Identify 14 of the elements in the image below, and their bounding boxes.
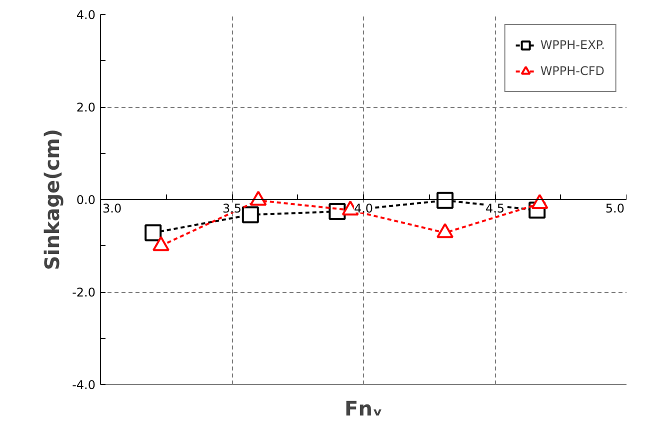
x-tick-label: 5.0 [605,202,625,216]
y-tick-label: 2.0 [76,100,96,114]
x-tick-label: 4.0 [354,202,374,216]
legend-label: WPPH-CFD [540,64,605,78]
y-axis-title: Sinkage(cm) [40,128,64,270]
legend-label: WPPH-EXP. [540,38,605,52]
y-tick-label: -4.0 [72,378,96,392]
x-tick-label: 3.0 [102,202,122,216]
x-tick-label: 3.5 [222,202,242,216]
x-axis-title: Fnᵥ [344,396,382,420]
x-tick-label: 4.5 [485,202,505,216]
y-tick-label: 4.0 [76,8,96,22]
y-tick-label: 0.0 [76,193,96,207]
y-tick-label: -2.0 [72,286,96,300]
